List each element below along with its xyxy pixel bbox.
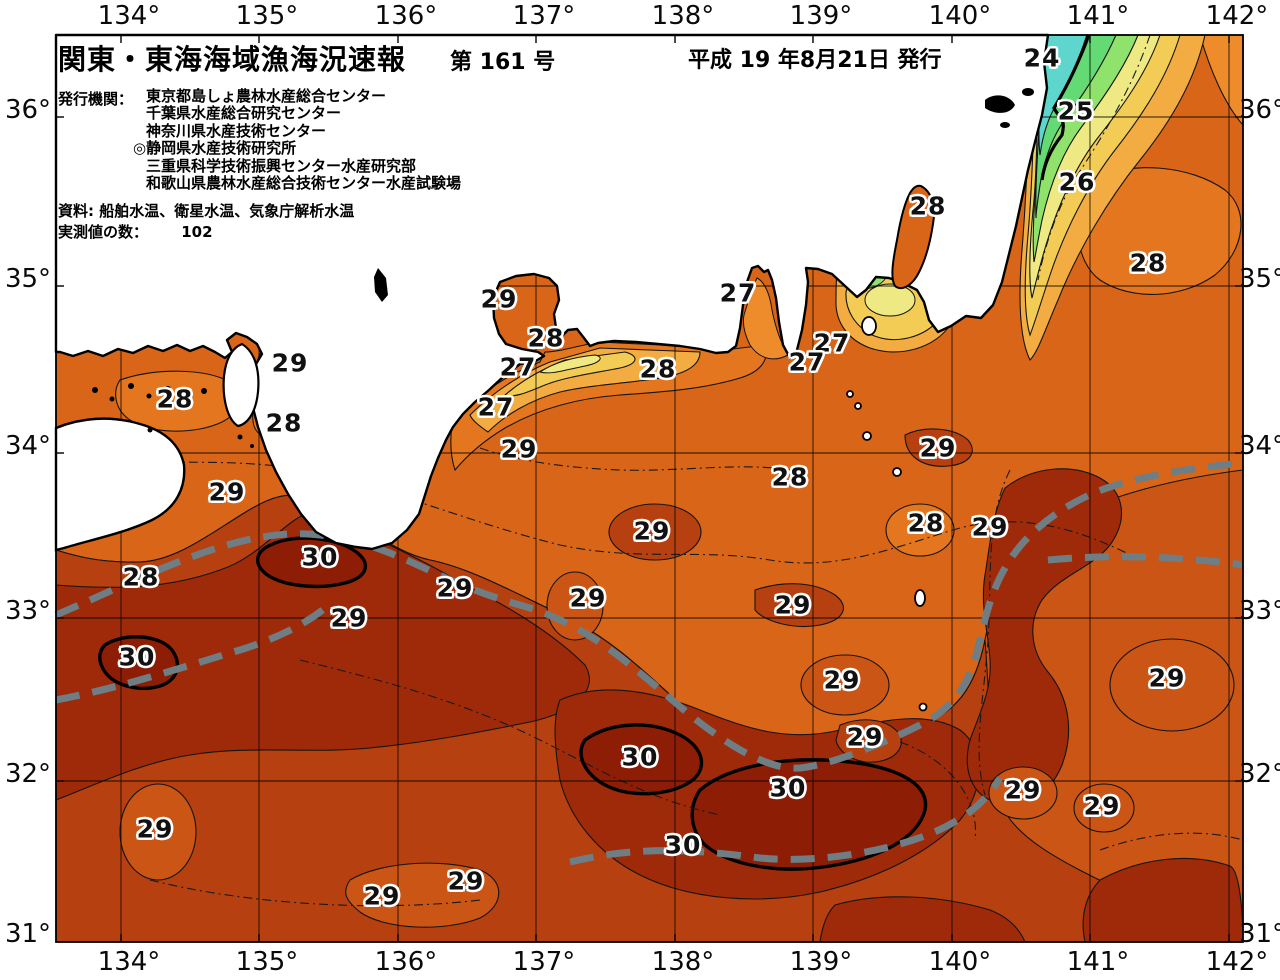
latitude-label-right: 36° — [1238, 95, 1280, 125]
temperature-label: 29 — [774, 590, 812, 620]
latitude-label-left: 32° — [4, 759, 52, 789]
longitude-label-top: 142° — [1205, 1, 1269, 31]
temperature-label: 25 — [1057, 96, 1095, 126]
temperature-label: 29 — [363, 881, 401, 911]
lake-kasumigaura — [985, 88, 1034, 128]
longitude-label-top: 139° — [789, 1, 853, 31]
longitude-label-top: 140° — [928, 1, 992, 31]
temperature-label: 28 — [1129, 248, 1167, 278]
latitude-label-right: 31° — [1238, 919, 1280, 949]
latitude-label-right: 35° — [1238, 264, 1280, 294]
temperature-label: 29 — [436, 573, 474, 603]
temperature-label: 28 — [527, 323, 565, 353]
longitude-label-top: 136° — [374, 1, 438, 31]
latitude-label-right: 34° — [1238, 431, 1280, 461]
publisher-item: 東京都島しょ農林水産総合センター — [146, 87, 387, 105]
report-header: 関東・東海海域漁海況速報 第 161 号 — [58, 38, 555, 78]
temperature-label: 29 — [1148, 663, 1186, 693]
longitude-label-top: 134° — [97, 1, 161, 31]
isotherm-30-bold-contours — [98, 536, 928, 871]
seto-inland-sea-islets — [92, 383, 254, 448]
temperature-label: 29 — [447, 866, 485, 896]
longitude-label-top: 137° — [512, 1, 576, 31]
temperature-label: 29 — [136, 814, 174, 844]
temperature-label: 28 — [156, 384, 194, 414]
publisher-item: ◎静岡県水産技術研究所 — [133, 139, 297, 158]
temperature-label: 29 — [480, 284, 518, 314]
temperature-label: 26 — [1058, 167, 1096, 197]
temperature-label: 28 — [122, 562, 160, 592]
latitude-label-left: 36° — [4, 95, 52, 125]
map-frame — [55, 34, 1244, 943]
publisher-item: 和歌山県農林水産総合技術センター水産試験場 — [146, 174, 462, 193]
longitude-label-bottom: 140° — [928, 947, 992, 977]
temperature-label: 29 — [330, 603, 368, 633]
temperature-label: 29 — [823, 665, 861, 695]
izu-islands — [846, 316, 928, 712]
temperature-label: 29 — [633, 516, 671, 546]
lake-biwa — [374, 268, 388, 302]
publisher-label: 発行機関： — [58, 90, 134, 108]
report-issue-number: 第 161 号 — [450, 50, 556, 75]
temperature-label: 27 — [788, 347, 826, 377]
temperature-label: 29 — [1004, 775, 1042, 805]
temperature-label: 28 — [639, 354, 677, 384]
temperature-label: 29 — [846, 722, 884, 752]
longitude-label-bottom: 135° — [235, 947, 299, 977]
temperature-label: 29 — [208, 477, 246, 507]
data-source-line: 資料: 船舶水温、衛星水温、気象庁解析水温 — [58, 202, 355, 220]
publisher-block: 発行機関： 東京都島しょ農林水産総合センター 千葉県水産総合研究センター 神奈川県水… — [58, 87, 462, 193]
report-date: 平成 19 年8月21日 発行 — [688, 48, 942, 73]
latitude-label-left: 34° — [4, 431, 52, 461]
temperature-label: 28 — [771, 462, 809, 492]
temperature-label: 30 — [769, 773, 807, 803]
publisher-item: 千葉県水産総合研究センター — [146, 104, 342, 123]
temperature-label: 29 — [919, 433, 957, 463]
observation-count-label: 実測値の数： — [58, 223, 149, 241]
publisher-item: 神奈川県水産技術センター — [146, 121, 327, 140]
temperature-label: 30 — [118, 642, 156, 672]
longitude-label-top: 138° — [651, 1, 715, 31]
temperature-label: 27 — [719, 278, 757, 308]
longitude-label-bottom: 141° — [1066, 947, 1130, 977]
latitude-label-left: 35° — [4, 264, 52, 294]
latitude-label-right: 32° — [1238, 759, 1280, 789]
temperature-label: 29 — [971, 512, 1009, 542]
longitude-label-bottom: 138° — [651, 947, 715, 977]
publisher-list: 東京都島しょ農林水産総合センター 千葉県水産総合研究センター 神奈川県水産技術センタ… — [133, 87, 462, 193]
temperature-label: 27 — [477, 392, 515, 422]
longitude-label-bottom: 142° — [1205, 947, 1269, 977]
temperature-label: 28 — [265, 408, 303, 438]
longitude-label-bottom: 139° — [789, 947, 853, 977]
publisher-item: 三重県科学技術振興センター水産研究部 — [146, 156, 417, 175]
observation-count-value: 102 — [181, 223, 213, 241]
observation-count-row: 実測値の数： 102 — [58, 221, 213, 242]
temperature-label: 29 — [271, 348, 309, 378]
temperature-label: 24 — [1023, 43, 1061, 73]
land-coastline — [54, 33, 1050, 712]
temperature-label: 29 — [569, 583, 607, 613]
temperature-label: 29 — [1083, 791, 1121, 821]
longitude-label-bottom: 136° — [374, 947, 438, 977]
temperature-label: 30 — [621, 742, 659, 772]
latitude-label-left: 33° — [4, 596, 52, 626]
latitude-label-left: 31° — [4, 919, 52, 949]
temperature-label: 27 — [813, 328, 851, 358]
longitude-label-bottom: 134° — [97, 947, 161, 977]
longitude-label-top: 141° — [1066, 1, 1130, 31]
temperature-label: 28 — [907, 508, 945, 538]
temperature-label: 28 — [909, 191, 947, 221]
longitude-label-bottom: 137° — [512, 947, 576, 977]
temperature-label: 30 — [301, 542, 339, 572]
temperature-label: 30 — [664, 830, 702, 860]
longitude-label-top: 135° — [235, 1, 299, 31]
temperature-label: 29 — [500, 434, 538, 464]
report-title: 関東・東海海域漁海況速報 — [58, 43, 407, 76]
latitude-label-right: 33° — [1238, 596, 1280, 626]
temperature-label: 27 — [499, 352, 537, 382]
